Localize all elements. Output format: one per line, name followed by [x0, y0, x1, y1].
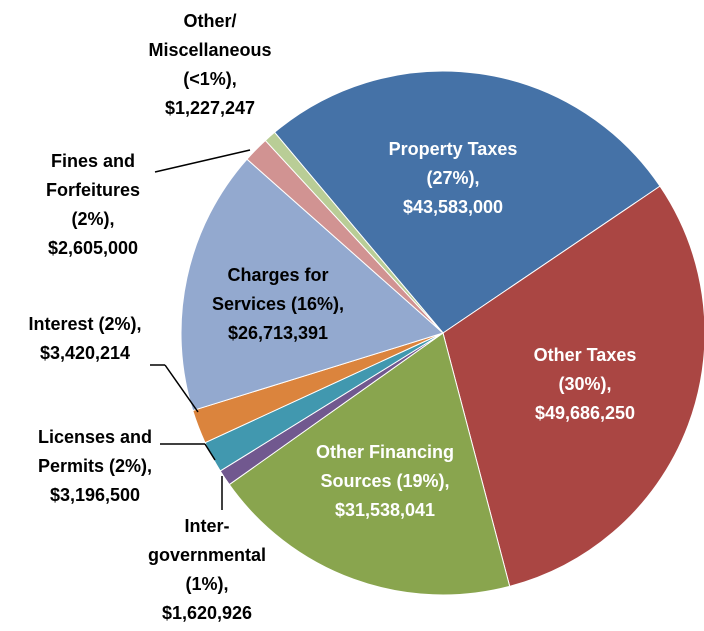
- pie-slice: [264, 131, 444, 334]
- label-line: Sources (19%),: [320, 471, 449, 491]
- value-label: $43,583,000: [403, 197, 503, 217]
- label-line: governmental: [148, 545, 266, 565]
- value-label: $1,227,247: [165, 98, 255, 118]
- leader-line: [154, 149, 251, 173]
- label-line: Forfeitures: [46, 180, 140, 200]
- slice-label: Property Taxes (27%), $43,583,000: [389, 139, 518, 217]
- slice-label: Charges for Services (16%), $26,713,391: [212, 265, 344, 343]
- value-label: $3,420,214: [40, 343, 130, 363]
- label-line: Licenses and: [38, 427, 152, 447]
- label-line: Other Financing: [316, 442, 454, 462]
- label-line: (2%),: [71, 209, 114, 229]
- pie-slice: [180, 158, 444, 412]
- label-line: Other/: [183, 11, 236, 31]
- slice-label: Interest (2%), $3,420,214: [28, 314, 141, 363]
- label-line: Services (16%),: [212, 294, 344, 314]
- slice-label: Licenses and Permits (2%), $3,196,500: [38, 427, 152, 505]
- value-label: $1,620,926: [162, 603, 252, 623]
- pie-slice: [228, 332, 511, 596]
- label-line: Permits (2%),: [38, 456, 152, 476]
- value-label: $26,713,391: [228, 323, 328, 343]
- label-line: Inter-: [185, 516, 230, 536]
- pie-slice: [442, 185, 704, 587]
- label-line: (1%),: [185, 574, 228, 594]
- label-line: Interest (2%),: [28, 314, 141, 334]
- label-line: (30%),: [558, 374, 611, 394]
- slice-label: Fines and Forfeitures (2%), $2,605,000: [46, 151, 140, 258]
- value-label: $3,196,500: [50, 485, 140, 505]
- label-line: Property Taxes: [389, 139, 518, 159]
- pie-slice: [273, 70, 661, 334]
- value-label: $31,538,041: [335, 500, 435, 520]
- slice-label: Other/Miscellaneous (<1%), $1,227,247: [148, 11, 271, 118]
- value-label: $49,686,250: [535, 403, 635, 423]
- label-line: Fines and: [51, 151, 135, 171]
- slice-label: Other Taxes (30%), $49,686,250: [534, 345, 637, 423]
- slice-label: Other Financing Sources (19%), $31,538,041: [316, 442, 454, 520]
- leader-line: [164, 364, 199, 413]
- label-line: Other Taxes: [534, 345, 637, 365]
- leader-line: [204, 443, 216, 461]
- value-label: $2,605,000: [48, 238, 138, 258]
- label-line: (27%),: [426, 168, 479, 188]
- slice-label: Inter-governmental (1%), $1,620,926: [148, 516, 266, 623]
- label-line: (<1%),: [183, 69, 237, 89]
- label-line: Miscellaneous: [148, 40, 271, 60]
- label-line: Charges for: [227, 265, 328, 285]
